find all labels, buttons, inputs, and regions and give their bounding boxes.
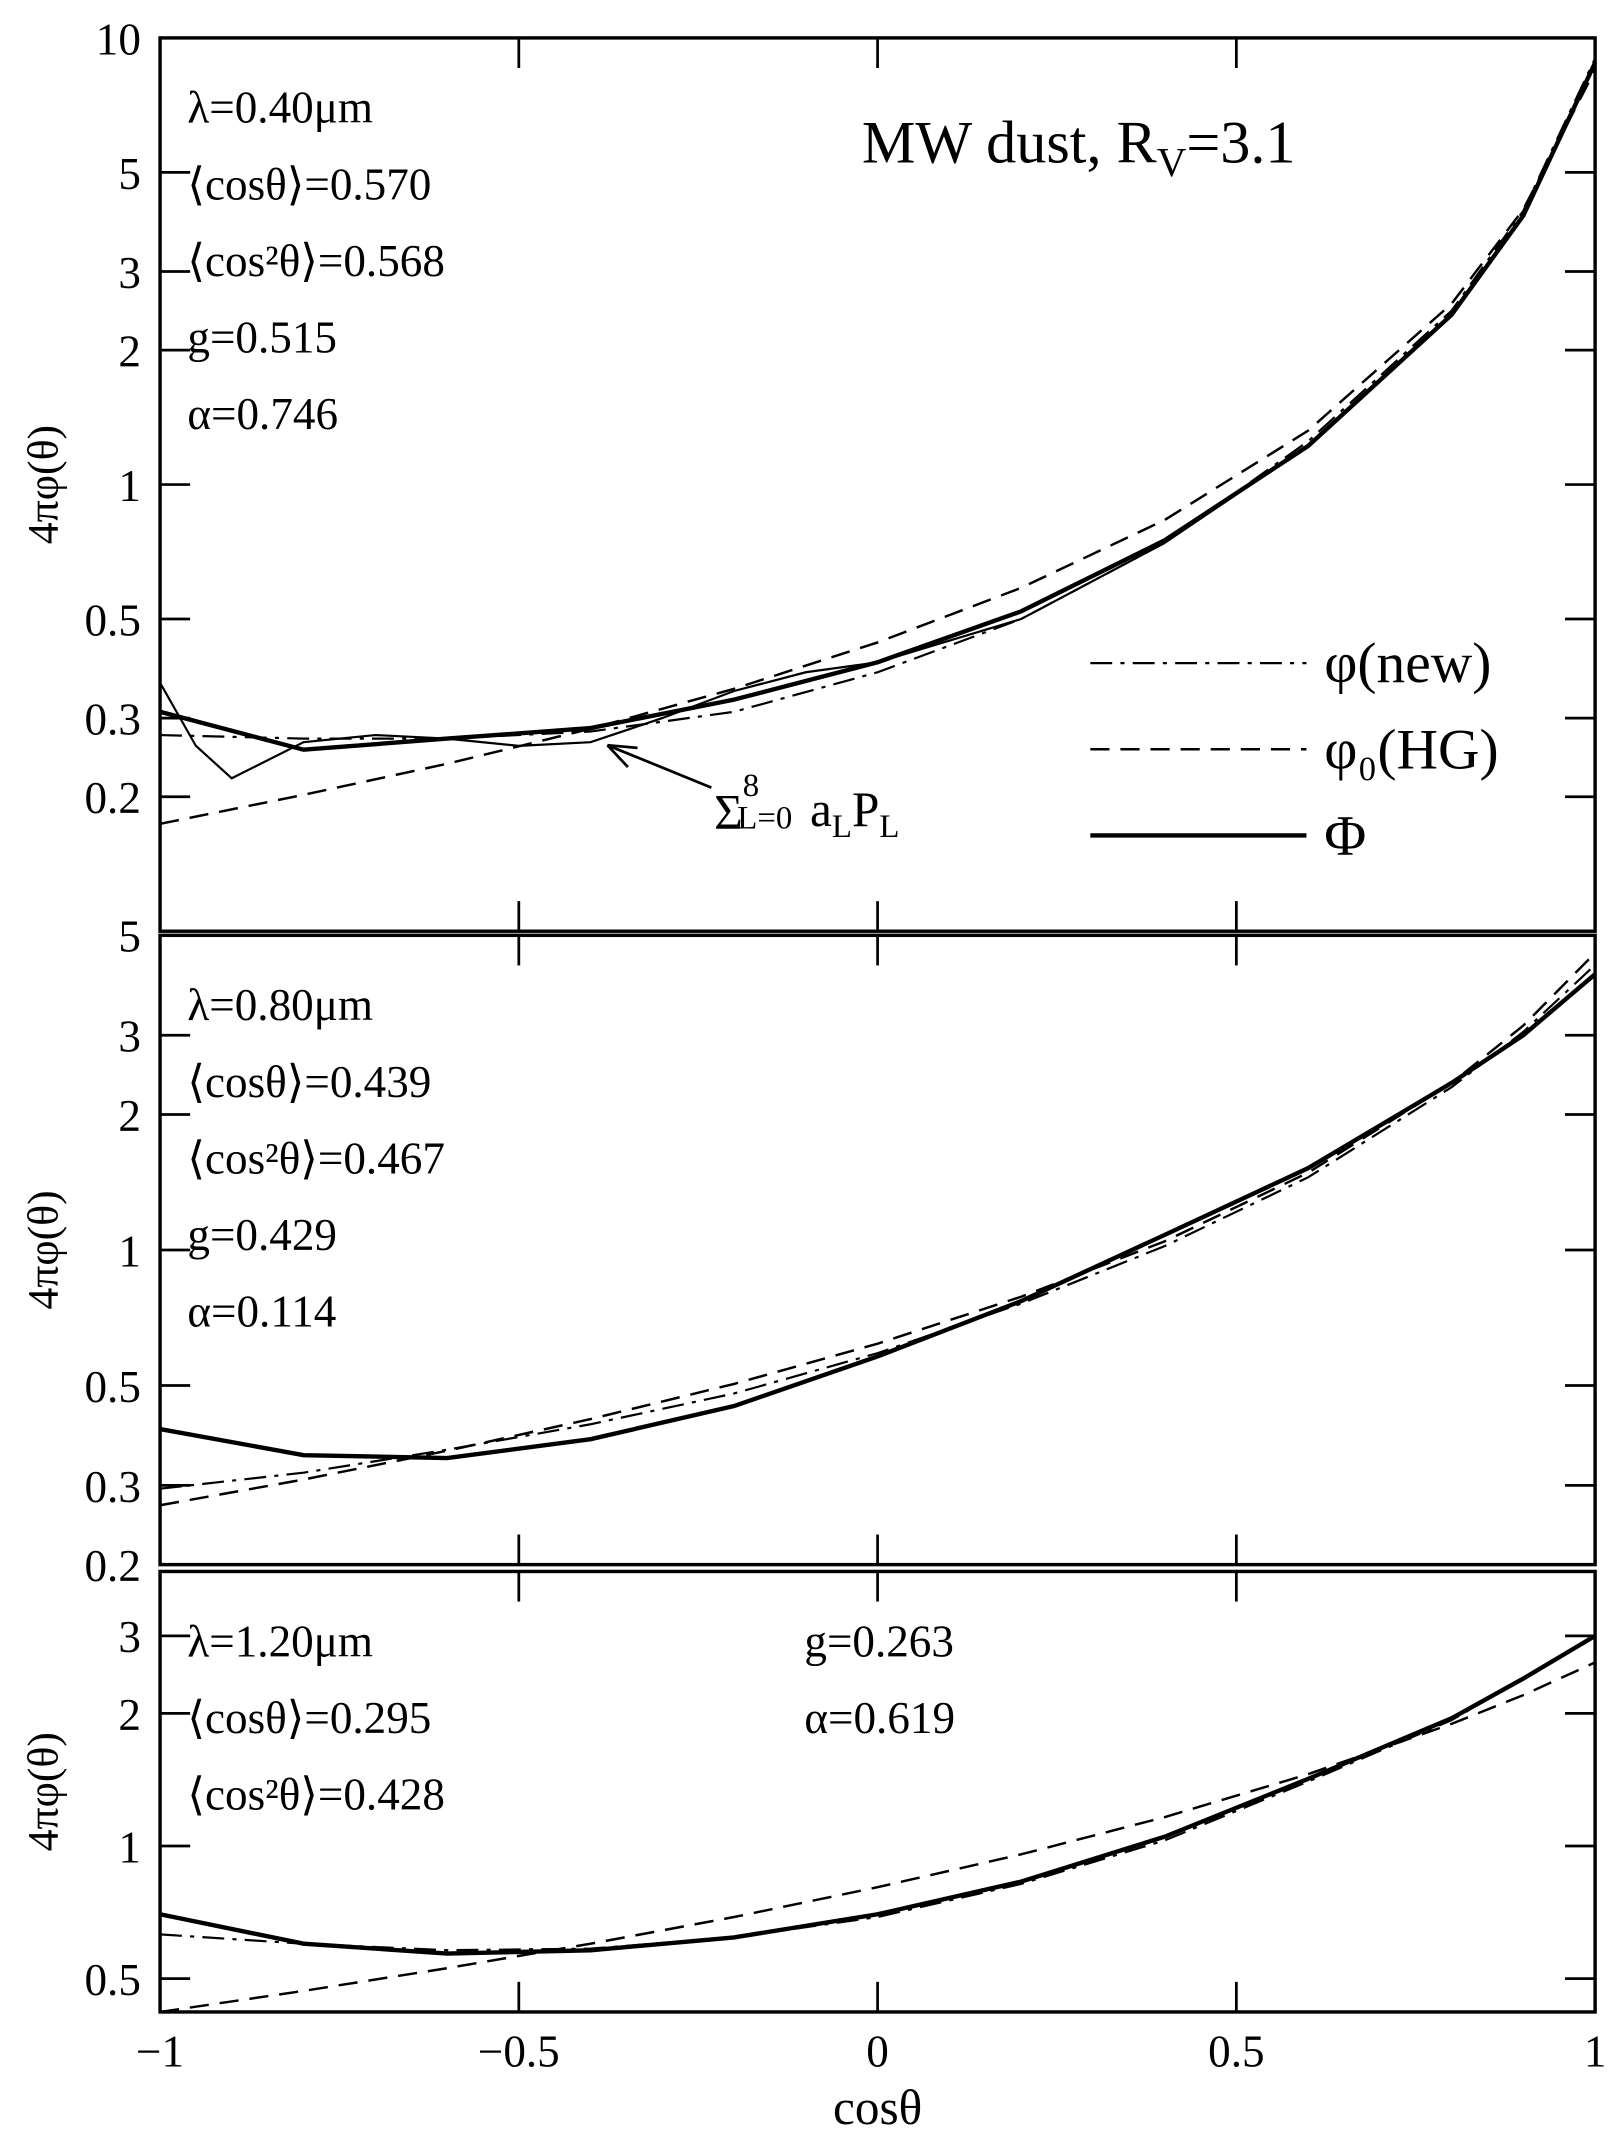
series-line [159, 972, 1597, 1461]
annotation-part: L [832, 809, 852, 845]
annotation: λ=0.80μm [187, 980, 373, 1030]
x-tick-label: 0.5 [1208, 2027, 1264, 2077]
annotation: ⟨cos²θ⟩=0.568 [187, 236, 445, 286]
series-line [159, 69, 1597, 826]
title-part: MW dust, R [862, 109, 1158, 176]
y-tick-label: 1 [118, 461, 141, 511]
series-line [159, 1634, 1596, 1952]
y-tick-label: 1 [118, 1822, 141, 1872]
series-line [159, 964, 1596, 1490]
annotation-part: a [798, 782, 832, 837]
annotation: ⟨cosθ⟩=0.295 [187, 1693, 431, 1743]
y-axis-label: 4πφ(θ) [19, 425, 67, 544]
y-tick-label: 5 [118, 912, 141, 962]
y-tick-label: 0.3 [84, 695, 140, 745]
x-tick-label: −1 [136, 2027, 184, 2077]
y-axis-label: 4πφ(θ) [19, 1732, 67, 1851]
series-line [159, 952, 1596, 1507]
annotation: g=0.263 [804, 1616, 954, 1666]
series-line [159, 62, 1597, 780]
y-tick-label: 3 [118, 1612, 141, 1662]
y-tick-label: 0.3 [84, 1462, 140, 1512]
annotation: Σ8 L=0 aLPL [714, 768, 899, 845]
y-tick-label: 0.2 [84, 1541, 140, 1591]
y-tick-label: 0.5 [84, 1955, 140, 2005]
y-tick-label: 3 [118, 1012, 141, 1062]
y-tick-label: 2 [118, 1690, 141, 1740]
series-line [159, 1634, 1597, 1956]
annotation: g=0.515 [187, 313, 337, 363]
annotation: λ=1.20μm [187, 1616, 373, 1666]
y-axis-label: 4πφ(θ) [19, 1190, 67, 1309]
annotation-part: L=0 [737, 801, 792, 837]
plot-frame [158, 933, 1597, 1567]
annotation: ⟨cosθ⟩=0.439 [187, 1057, 431, 1107]
y-tick-label: 0.5 [84, 1362, 140, 1412]
title-part: V [1157, 139, 1187, 185]
y-tick-label: 0.5 [84, 595, 140, 645]
chart-title: MW dust, RV=3.1 [862, 109, 1296, 185]
x-axis-label: cosθ [833, 2080, 922, 2135]
y-tick-label: 1 [118, 1226, 141, 1276]
x-tick-label: 1 [1584, 2027, 1607, 2077]
annotation: ⟨cosθ⟩=0.570 [187, 159, 431, 209]
y-tick-label: 2 [118, 1091, 141, 1141]
x-tick-label: 0 [866, 2027, 889, 2077]
annotation: ⟨cos²θ⟩=0.467 [187, 1133, 445, 1183]
annotation: α=0.746 [187, 389, 338, 439]
y-tick-label: 0.2 [84, 773, 140, 823]
y-tick-label: 2 [118, 327, 141, 377]
legend-label: φ₀(HG) [1324, 718, 1498, 781]
annotation: ⟨cos²θ⟩=0.428 [187, 1769, 445, 1819]
annotation: g=0.429 [187, 1210, 337, 1260]
annotation-part: 8 [743, 768, 759, 804]
annotation-part: P [852, 782, 879, 837]
series-line [159, 1661, 1596, 2014]
legend-label: Φ [1324, 805, 1366, 868]
arrow-head [606, 743, 638, 768]
annotation-part: L [879, 809, 899, 845]
title-part: =3.1 [1186, 109, 1295, 176]
y-tick-label: 5 [118, 149, 141, 199]
annotation: α=0.619 [804, 1693, 955, 1743]
annotation-arrow [606, 743, 712, 789]
legend-label: φ(new) [1324, 632, 1491, 695]
y-tick-label: 10 [96, 14, 141, 64]
annotation: λ=0.40μm [187, 83, 373, 133]
x-tick-label: −0.5 [478, 2027, 560, 2077]
annotation-part: Σ [714, 785, 743, 840]
y-tick-label: 3 [118, 248, 141, 298]
annotation: α=0.114 [187, 1287, 336, 1337]
